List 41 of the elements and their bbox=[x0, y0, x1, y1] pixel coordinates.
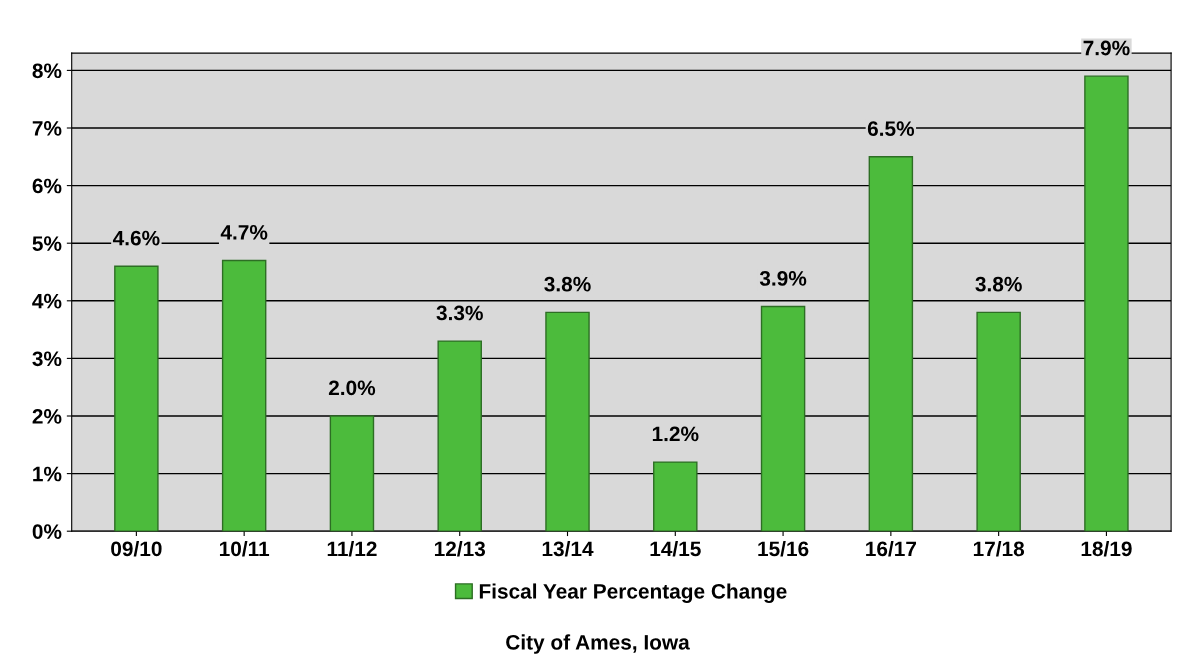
x-tick-label: 09/10 bbox=[111, 540, 162, 557]
data-label: 1.2% bbox=[652, 426, 699, 442]
y-tick-label: 1% bbox=[33, 466, 62, 482]
data-label: 3.8% bbox=[544, 276, 591, 292]
bar bbox=[760, 305, 806, 532]
y-tick-label: 2% bbox=[32, 409, 62, 424]
y-tick-label: 3% bbox=[32, 351, 62, 367]
data-label: 3.3% bbox=[436, 305, 483, 321]
bar bbox=[114, 265, 159, 532]
bar bbox=[545, 311, 590, 532]
x-tick-label: 13/14 bbox=[542, 540, 594, 557]
data-label: 7.9% bbox=[1083, 40, 1130, 56]
x-tick-label: 12/13 bbox=[434, 540, 486, 557]
bar bbox=[329, 415, 375, 532]
y-tick-label: 6% bbox=[32, 178, 62, 194]
legend-label: Fiscal Year Percentage Change bbox=[479, 583, 787, 603]
y-tick-label: 5% bbox=[32, 236, 62, 251]
bar bbox=[868, 156, 914, 532]
data-label: 2.0% bbox=[328, 380, 376, 396]
y-tick-label: 8% bbox=[32, 63, 62, 79]
bar bbox=[1084, 75, 1129, 532]
data-label: 4.6% bbox=[112, 230, 160, 246]
x-tick-label: 17/18 bbox=[973, 540, 1025, 557]
bar bbox=[653, 461, 698, 532]
x-tick-label: 15/16 bbox=[758, 540, 809, 557]
y-tick-label: 0% bbox=[32, 524, 62, 539]
x-tick-label: 16/17 bbox=[866, 540, 917, 557]
x-tick-label: 18/19 bbox=[1081, 540, 1132, 557]
bar bbox=[221, 259, 267, 532]
x-tick-label: 14/15 bbox=[650, 540, 701, 557]
bar bbox=[437, 340, 482, 532]
data-label: 6.5% bbox=[867, 121, 915, 137]
text: City of Ames, Iowa bbox=[506, 634, 690, 654]
y-tick-label: 7% bbox=[32, 121, 62, 136]
data-label: 3.9% bbox=[759, 271, 807, 286]
x-tick-label: 11/12 bbox=[327, 540, 377, 557]
data-label: 4.7% bbox=[220, 224, 268, 240]
y-tick-label: 4% bbox=[32, 293, 62, 309]
x-tick-label: 10/11 bbox=[219, 540, 270, 557]
bar bbox=[976, 311, 1021, 532]
data-label: 3.8% bbox=[975, 276, 1022, 292]
